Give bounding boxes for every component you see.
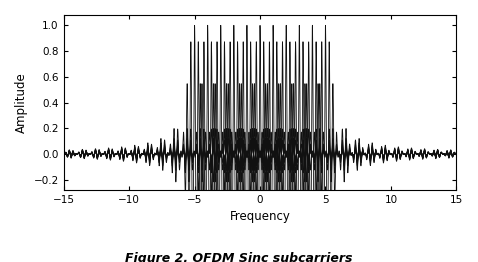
X-axis label: Frequency: Frequency xyxy=(229,210,291,223)
Y-axis label: Amplitude: Amplitude xyxy=(15,72,28,133)
Text: Figure 2. OFDM Sinc subcarriers: Figure 2. OFDM Sinc subcarriers xyxy=(125,252,353,262)
